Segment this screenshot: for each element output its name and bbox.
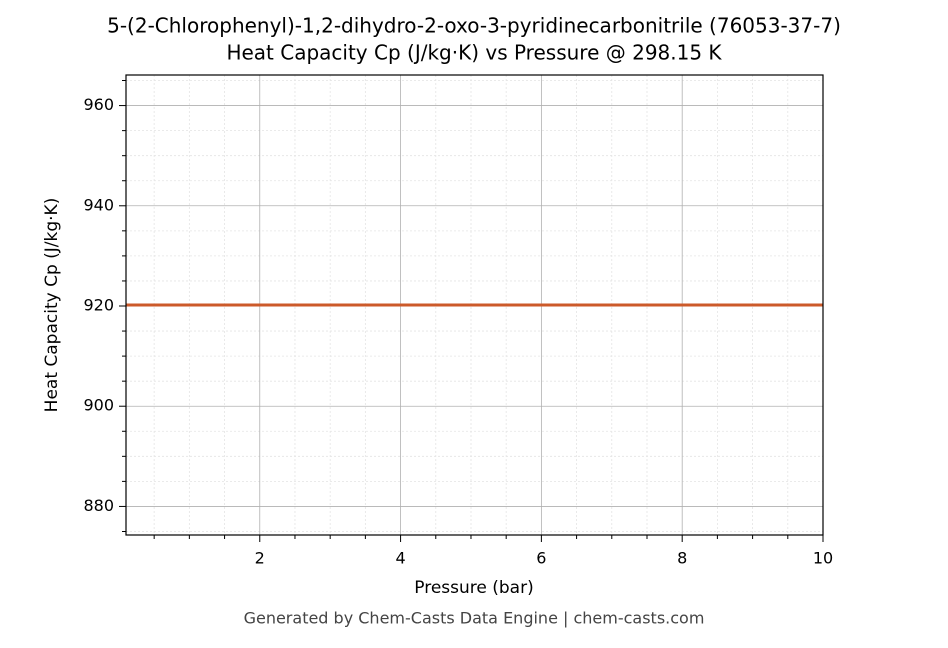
chart-subtitle: Heat Capacity Cp (J/kg·K) vs Pressure @ … xyxy=(226,41,722,65)
y-tick-label: 940 xyxy=(83,195,114,214)
chart-title: 5-(2-Chlorophenyl)-1,2-dihydro-2-oxo-3-p… xyxy=(107,14,841,38)
x-tick-label: 4 xyxy=(395,549,405,568)
y-axis-label: Heat Capacity Cp (J/kg·K) xyxy=(42,198,62,413)
x-axis-label: Pressure (bar) xyxy=(414,578,533,598)
footer: Generated by Chem-Casts Data Engine | ch… xyxy=(244,609,705,628)
y-tick-label: 920 xyxy=(83,296,114,315)
x-tick-label: 6 xyxy=(536,549,546,568)
y-tick-label: 960 xyxy=(83,95,114,114)
x-tick-label: 10 xyxy=(813,549,833,568)
y-tick-label: 900 xyxy=(83,396,114,415)
y-tick-label: 880 xyxy=(83,496,114,515)
plot-frame xyxy=(125,74,824,536)
x-tick-label: 2 xyxy=(255,549,265,568)
x-tick-label: 8 xyxy=(677,549,687,568)
